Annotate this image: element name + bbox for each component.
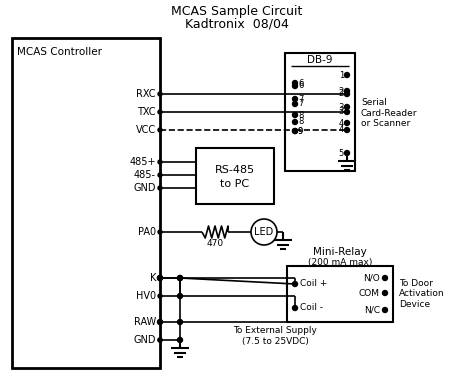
Text: 5: 5: [339, 149, 344, 157]
Text: 4: 4: [339, 119, 344, 127]
Circle shape: [158, 294, 162, 298]
Bar: [12, 38, 160, 368]
Text: 9: 9: [298, 126, 303, 136]
Circle shape: [158, 230, 162, 234]
Circle shape: [158, 338, 162, 342]
Circle shape: [292, 101, 298, 106]
Circle shape: [157, 319, 163, 324]
Bar: [196, 148, 274, 204]
Bar: [287, 266, 393, 322]
Text: COM: COM: [359, 288, 380, 298]
Text: RXC: RXC: [137, 89, 156, 99]
Text: LED: LED: [255, 227, 273, 237]
Circle shape: [177, 293, 182, 298]
Text: VCC: VCC: [136, 125, 156, 135]
Text: GND: GND: [134, 335, 156, 345]
Text: K: K: [150, 273, 156, 283]
Circle shape: [345, 104, 349, 109]
Text: GND: GND: [134, 183, 156, 193]
Circle shape: [158, 173, 162, 177]
Text: 6: 6: [298, 78, 303, 88]
Circle shape: [292, 83, 298, 88]
Text: 3: 3: [338, 108, 344, 116]
Circle shape: [177, 319, 182, 324]
Circle shape: [345, 151, 349, 156]
Circle shape: [292, 119, 298, 124]
Text: To External Supply
(7.5 to 25VDC): To External Supply (7.5 to 25VDC): [233, 326, 317, 346]
Circle shape: [177, 338, 182, 343]
Circle shape: [177, 275, 182, 280]
Text: MCAS Controller: MCAS Controller: [17, 47, 102, 57]
Circle shape: [251, 219, 277, 245]
Circle shape: [292, 281, 298, 286]
Circle shape: [157, 275, 163, 280]
Text: 1: 1: [339, 71, 344, 79]
Circle shape: [158, 128, 162, 132]
Text: RS-485: RS-485: [215, 165, 255, 175]
Text: 2: 2: [339, 86, 344, 96]
Text: 485+: 485+: [129, 157, 156, 167]
Text: 470: 470: [207, 240, 224, 248]
Circle shape: [158, 276, 162, 280]
Text: Mini-Relay: Mini-Relay: [313, 247, 367, 257]
Text: TXC: TXC: [137, 107, 156, 117]
Text: 8: 8: [298, 111, 303, 119]
Text: 3: 3: [338, 103, 344, 111]
Text: 485-: 485-: [134, 170, 156, 180]
Text: (200 mA max): (200 mA max): [308, 258, 372, 266]
Text: HV0: HV0: [136, 291, 156, 301]
Circle shape: [158, 338, 162, 342]
Text: 7: 7: [298, 99, 303, 109]
Circle shape: [383, 291, 388, 296]
Circle shape: [158, 92, 162, 96]
Circle shape: [345, 127, 349, 132]
Text: Serial
Card-Reader
or Scanner: Serial Card-Reader or Scanner: [361, 98, 418, 128]
Circle shape: [345, 109, 349, 114]
Circle shape: [177, 275, 182, 280]
Text: Kadtronix  08/04: Kadtronix 08/04: [185, 18, 289, 30]
Circle shape: [158, 110, 162, 114]
Text: 2: 2: [339, 89, 344, 99]
Text: 9: 9: [298, 126, 303, 136]
Circle shape: [292, 129, 298, 134]
Text: N/O: N/O: [363, 273, 380, 283]
Text: RAW: RAW: [134, 317, 156, 327]
Circle shape: [292, 113, 298, 118]
Text: 8: 8: [298, 118, 303, 126]
Circle shape: [292, 306, 298, 311]
Text: 6: 6: [298, 81, 303, 91]
Text: to PC: to PC: [220, 179, 250, 189]
Circle shape: [158, 186, 162, 190]
Circle shape: [158, 320, 162, 324]
Circle shape: [383, 275, 388, 280]
Text: DB-9: DB-9: [307, 55, 333, 65]
Text: N/C: N/C: [364, 306, 380, 314]
Circle shape: [158, 160, 162, 164]
Text: Coil +: Coil +: [300, 280, 328, 288]
Text: MCAS Sample Circuit: MCAS Sample Circuit: [171, 5, 303, 18]
Circle shape: [292, 81, 298, 86]
Circle shape: [292, 129, 298, 134]
Text: 7: 7: [298, 94, 303, 104]
Circle shape: [345, 121, 349, 126]
Text: PA0: PA0: [138, 227, 156, 237]
Circle shape: [292, 96, 298, 101]
Text: 4: 4: [339, 126, 344, 134]
Circle shape: [345, 91, 349, 96]
Circle shape: [345, 73, 349, 78]
Text: To Door
Activation
Device: To Door Activation Device: [399, 279, 445, 309]
Circle shape: [383, 308, 388, 313]
Circle shape: [345, 88, 349, 93]
Bar: [285, 53, 355, 171]
Circle shape: [157, 275, 163, 280]
Text: Coil -: Coil -: [300, 303, 323, 313]
